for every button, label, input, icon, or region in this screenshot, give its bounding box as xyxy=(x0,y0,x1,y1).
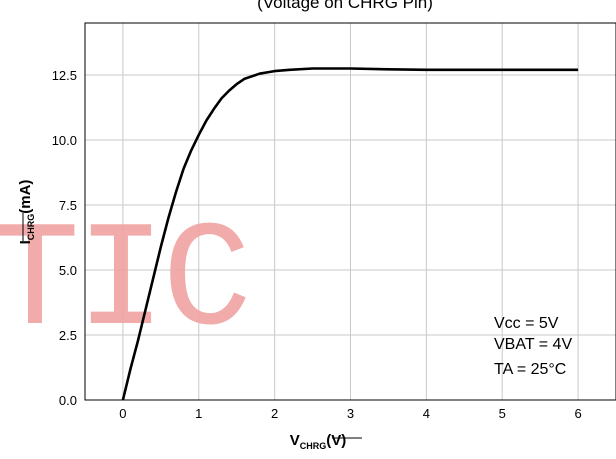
watermark: TIC xyxy=(0,199,248,369)
plot-frame xyxy=(84,22,616,401)
y-tick-labels: 0.0 2.5 5.0 7.5 10.0 12.5 xyxy=(52,68,77,408)
x-tick-label: 4 xyxy=(423,406,430,421)
x-tick-labels: 0 1 2 3 4 5 6 xyxy=(119,406,581,421)
y-axis-title-main: I xyxy=(17,240,34,244)
x-axis-title-main: V xyxy=(290,432,300,449)
y-tick-label: 7.5 xyxy=(59,198,77,213)
y-tick-label: 5.0 xyxy=(59,263,77,278)
x-tick-label: 1 xyxy=(195,406,202,421)
y-tick-label: 0.0 xyxy=(59,393,77,408)
x-axis-title-unit: (V) xyxy=(326,432,346,449)
y-tick-label: 2.5 xyxy=(59,328,77,343)
annotation-vbat: VBAT = 4V xyxy=(494,336,572,353)
x-axis-title-sub: CHRG xyxy=(300,441,327,451)
y-axis-title-sub: CHRG xyxy=(26,214,36,241)
x-tick-label: 0 xyxy=(119,406,126,421)
y-tick-label: 10.0 xyxy=(52,133,77,148)
annotation-vcc: Vcc = 5V xyxy=(494,315,559,332)
annotation-ta: TA = 25°C xyxy=(494,361,566,378)
x-axis-title: VCHRG(V) xyxy=(290,432,347,451)
y-axis-title: ICHRG(mA) xyxy=(17,180,36,245)
x-tick-label: 6 xyxy=(574,406,581,421)
y-axis-title-unit: (mA) xyxy=(17,180,34,214)
x-tick-label: 5 xyxy=(499,406,506,421)
x-tick-label: 2 xyxy=(271,406,278,421)
y-axis-title-group: ICHRG(mA) xyxy=(17,180,36,245)
series-line xyxy=(121,67,579,401)
y-tick-label: 12.5 xyxy=(52,68,77,83)
x-tick-label: 3 xyxy=(347,406,354,421)
chart-title-fragment: (Voltage on CHRG Pin) xyxy=(257,0,433,12)
